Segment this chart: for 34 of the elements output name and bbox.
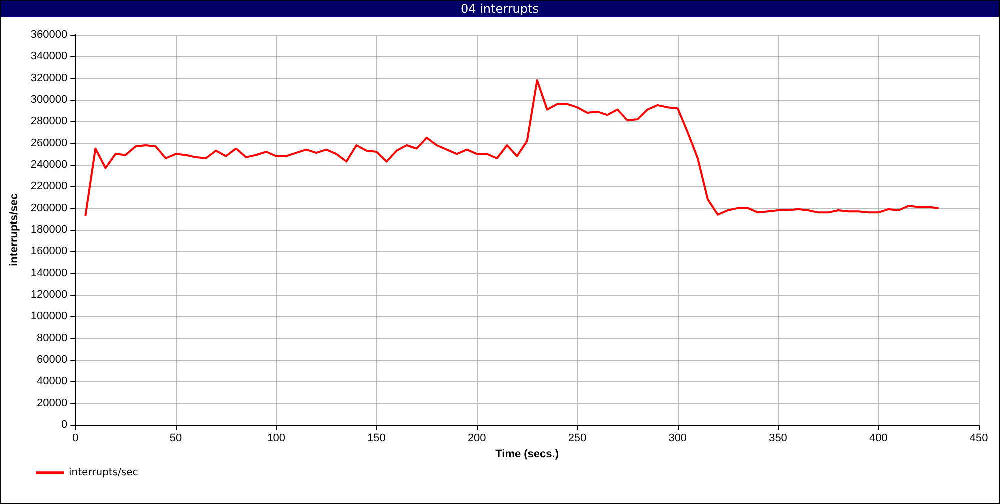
legend-label: interrupts/sec — [69, 468, 138, 478]
y-tick-label: 40000 — [37, 376, 68, 388]
x-tick-label: 0 — [72, 432, 79, 444]
y-tick-label: 220000 — [30, 180, 68, 193]
x-tick-label: 300 — [668, 432, 688, 444]
y-tick-label: 120000 — [30, 289, 68, 301]
y-tick-label: 320000 — [30, 72, 68, 84]
y-tick-label: 60000 — [37, 354, 68, 366]
chart-title: 04 interrupts — [1, 1, 999, 17]
y-tick-label: 20000 — [37, 397, 68, 410]
x-tick-label: 400 — [869, 432, 888, 444]
y-tick-label: 240000 — [30, 159, 68, 171]
y-tick-label: 160000 — [30, 246, 68, 258]
y-tick-label: 100000 — [30, 310, 68, 323]
x-tick-label: 250 — [568, 432, 587, 444]
y-tick-label: 340000 — [30, 50, 68, 63]
x-tick-label: 350 — [769, 432, 788, 444]
x-tick-label: 450 — [970, 432, 988, 444]
y-tick-label: 360000 — [30, 29, 68, 41]
x-tick-label: 150 — [368, 432, 386, 444]
y-tick-label: 80000 — [37, 332, 68, 344]
x-tick-label: 200 — [468, 432, 486, 444]
y-tick-label: 300000 — [30, 94, 68, 106]
y-tick-label: 280000 — [30, 116, 68, 128]
x-tick-label: 50 — [170, 432, 182, 444]
line-series — [84, 80, 940, 217]
x-tick-label: 100 — [267, 432, 286, 444]
y-tick-label: 200000 — [30, 202, 68, 214]
y-axis-title: interrupts/sec — [8, 194, 20, 266]
y-tick-label: 0 — [61, 419, 68, 431]
x-axis-title: Time (secs.) — [496, 448, 560, 460]
y-tick-label: 260000 — [30, 137, 68, 150]
y-tick-label: 180000 — [30, 224, 68, 236]
y-tick-label: 140000 — [30, 267, 68, 280]
